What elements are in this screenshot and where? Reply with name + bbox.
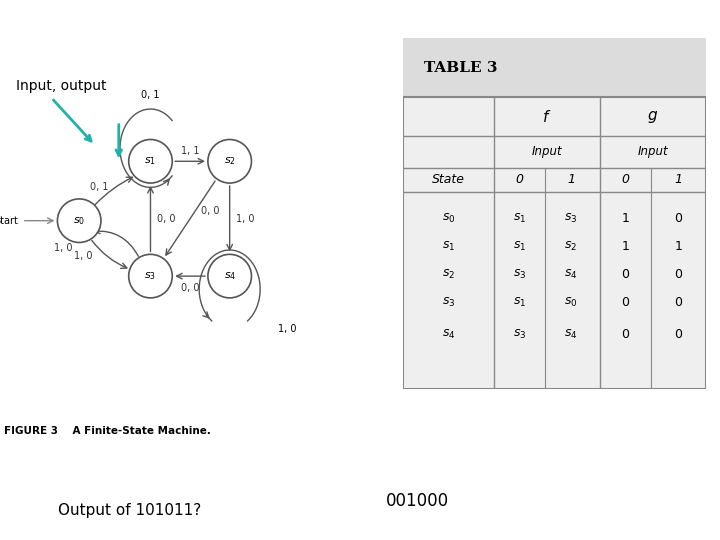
Text: 1, 1: 1, 1 — [181, 146, 199, 157]
Text: 0, 0: 0, 0 — [181, 283, 199, 293]
Text: $s_3$: $s_3$ — [442, 296, 455, 309]
Text: 0, 0: 0, 0 — [201, 206, 219, 216]
Text: 1: 1 — [621, 212, 629, 225]
Text: 0: 0 — [675, 328, 683, 341]
Text: FIGURE 3    A Finite-State Machine.: FIGURE 3 A Finite-State Machine. — [4, 426, 211, 436]
Text: 1, 0: 1, 0 — [74, 251, 92, 261]
Text: $s_1$: $s_1$ — [442, 240, 455, 253]
Text: 1, 0: 1, 0 — [54, 244, 73, 253]
Text: Input, output: Input, output — [16, 79, 107, 93]
Circle shape — [208, 254, 251, 298]
Text: $s_2$: $s_2$ — [224, 156, 235, 167]
Text: 0, 1: 0, 1 — [90, 182, 108, 192]
Text: 0: 0 — [621, 328, 629, 341]
Text: $s_4$: $s_4$ — [564, 328, 577, 341]
FancyBboxPatch shape — [403, 38, 706, 389]
Text: 001000: 001000 — [386, 492, 449, 510]
Text: 1, 0: 1, 0 — [236, 214, 255, 224]
FancyBboxPatch shape — [403, 38, 706, 97]
Text: TABLE 3: TABLE 3 — [424, 60, 498, 75]
Text: 0: 0 — [675, 268, 683, 281]
Text: $s_3$: $s_3$ — [513, 328, 526, 341]
Text: $s_1$: $s_1$ — [145, 156, 156, 167]
Text: 0: 0 — [516, 173, 523, 186]
Text: $s_4$: $s_4$ — [564, 268, 577, 281]
Text: 0: 0 — [621, 296, 629, 309]
Text: $s_1$: $s_1$ — [513, 240, 526, 253]
Text: Output of 101011?: Output of 101011? — [58, 503, 201, 518]
Text: 0: 0 — [621, 173, 629, 186]
Text: 0: 0 — [675, 296, 683, 309]
Text: $s_2$: $s_2$ — [564, 240, 577, 253]
Text: Start: Start — [0, 215, 18, 226]
Text: 0: 0 — [621, 268, 629, 281]
Text: $s_3$: $s_3$ — [564, 212, 577, 225]
Text: $s_0$: $s_0$ — [442, 212, 455, 225]
Circle shape — [129, 254, 172, 298]
Text: 0, 0: 0, 0 — [157, 214, 176, 224]
Text: 1: 1 — [621, 240, 629, 253]
Text: $g$: $g$ — [647, 109, 658, 125]
Text: State: State — [432, 173, 465, 186]
Text: 1: 1 — [567, 173, 575, 186]
Text: 0: 0 — [675, 212, 683, 225]
Text: 0, 1: 0, 1 — [141, 90, 160, 100]
Text: $s_2$: $s_2$ — [442, 268, 455, 281]
Text: $s_4$: $s_4$ — [223, 270, 236, 282]
Text: Input: Input — [637, 145, 668, 158]
Text: 1: 1 — [675, 240, 683, 253]
Text: $s_0$: $s_0$ — [564, 296, 577, 309]
Text: $s_3$: $s_3$ — [513, 268, 526, 281]
Text: 1, 0: 1, 0 — [278, 324, 296, 334]
Circle shape — [58, 199, 101, 242]
Text: 1: 1 — [675, 173, 683, 186]
Text: $f$: $f$ — [542, 109, 552, 125]
Circle shape — [208, 139, 251, 183]
Text: $s_1$: $s_1$ — [513, 212, 526, 225]
Text: Input: Input — [531, 145, 562, 158]
Circle shape — [129, 139, 172, 183]
Text: $s_0$: $s_0$ — [73, 215, 85, 227]
Text: $s_4$: $s_4$ — [442, 328, 455, 341]
Text: $s_3$: $s_3$ — [145, 270, 156, 282]
Text: $s_1$: $s_1$ — [513, 296, 526, 309]
